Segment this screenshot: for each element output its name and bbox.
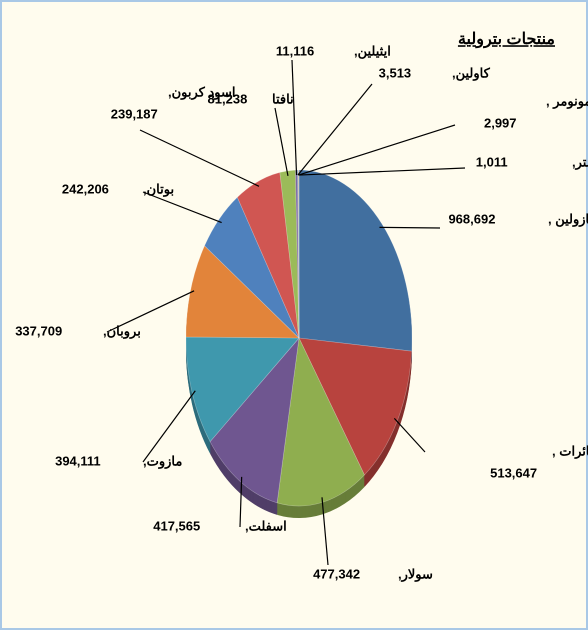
data-label-name: اسود كربون, xyxy=(168,84,235,100)
slice xyxy=(297,169,300,339)
leader-line xyxy=(239,476,243,528)
data-label-name: وقود طائرات , xyxy=(552,443,588,459)
data-label-value: 477,342 xyxy=(313,566,360,581)
data-label-name: ميثيل استر, xyxy=(572,154,588,170)
data-label-name: جازولين , xyxy=(548,211,588,227)
data-label-value: 968,692 xyxy=(448,211,495,226)
data-label-value: 513,647 xyxy=(490,465,537,480)
data-label-value: 11,116 xyxy=(276,43,314,58)
data-label-name: بروبان, xyxy=(103,323,141,339)
leader-line xyxy=(274,107,289,176)
leader-line xyxy=(139,129,260,187)
leader-line xyxy=(379,226,441,229)
data-label-name: ستيارين مونومر , xyxy=(546,93,588,109)
data-label-value: 242,206 xyxy=(62,181,109,196)
data-label-value: 2,997 xyxy=(484,115,517,130)
slice xyxy=(185,336,300,443)
data-label-value: 394,111 xyxy=(55,453,101,468)
data-label-name: بوتان, xyxy=(143,181,174,197)
leader-line xyxy=(297,83,373,176)
leader-line xyxy=(291,59,298,176)
data-label-name: سولار, xyxy=(398,566,433,582)
leader-line xyxy=(298,124,456,176)
slice xyxy=(236,172,300,339)
leader-line xyxy=(142,191,222,224)
data-label-value: 337,709 xyxy=(15,323,62,338)
data-label-name: مازوت, xyxy=(143,453,182,469)
leader-line xyxy=(142,390,196,463)
data-label-name: كاولين, xyxy=(452,65,491,81)
data-label-value: 239,187 xyxy=(111,106,158,121)
slice xyxy=(209,337,300,504)
slice xyxy=(298,169,413,352)
slice xyxy=(185,245,300,339)
data-label-name: نافتا xyxy=(272,91,294,106)
slice xyxy=(297,169,300,339)
data-label-value: 417,565 xyxy=(153,518,200,533)
data-label-value: 3,513 xyxy=(379,65,412,80)
data-label-value: 81,238 xyxy=(208,91,248,106)
leader-line xyxy=(106,290,195,333)
leader-line xyxy=(393,417,426,453)
chart-title: منتجات بترولية xyxy=(458,31,555,49)
data-label-name: ايثيلين, xyxy=(354,43,391,59)
data-label-value: 1,011 xyxy=(476,154,508,169)
slice xyxy=(279,169,300,339)
data-label-name: اسفلت, xyxy=(245,518,287,533)
slice xyxy=(204,196,300,339)
leader-line xyxy=(321,497,329,566)
leader-line xyxy=(298,167,466,176)
